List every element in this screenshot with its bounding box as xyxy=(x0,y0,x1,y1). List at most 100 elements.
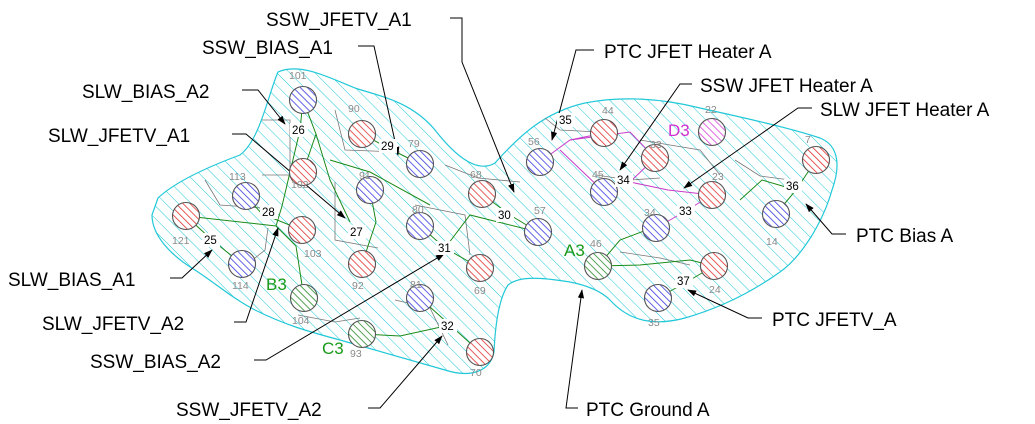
group-number-26: 26 xyxy=(292,125,305,137)
group-label-bg xyxy=(379,139,397,153)
group-label-bg xyxy=(348,225,366,239)
group-number-37: 37 xyxy=(677,276,690,288)
pin-circle-blue xyxy=(405,211,435,241)
pin-circle-blue xyxy=(523,217,553,247)
pin-number: 14 xyxy=(766,236,778,248)
group-label-bg xyxy=(496,208,514,222)
pin-circle-red xyxy=(288,157,318,187)
pin-70: 70 xyxy=(465,337,495,379)
pin-circle-red xyxy=(465,337,495,367)
pin-number: 44 xyxy=(602,105,614,117)
pin-circle-red xyxy=(347,119,377,149)
group-number-29: 29 xyxy=(381,141,394,153)
pin-number: 33 xyxy=(650,139,662,151)
pin-circle-blue xyxy=(231,181,261,211)
pin-number: 34 xyxy=(644,207,656,219)
group-number-33: 33 xyxy=(679,206,692,218)
group-number-32: 32 xyxy=(441,321,454,333)
pin-104: 104 xyxy=(289,283,319,327)
pin-circle-blue xyxy=(525,147,555,177)
pin-number: 23 xyxy=(712,171,724,183)
group-label-bg xyxy=(436,241,454,255)
pin-23: 23 xyxy=(697,171,727,210)
group-number-34: 34 xyxy=(617,175,630,187)
group-number-31: 31 xyxy=(438,243,451,255)
callout-ptc-jfetv-a: PTC JFETV_A xyxy=(772,310,897,331)
pin-number: 92 xyxy=(352,280,364,292)
group-number-35: 35 xyxy=(559,115,572,127)
pin-circle-red xyxy=(171,201,201,231)
pin-101: 101 xyxy=(288,70,318,115)
leader-lines xyxy=(170,17,846,409)
pin-circle-red xyxy=(699,251,729,281)
callout-ssw-jfetv-a2: SSW_JFETV_A2 xyxy=(176,400,322,421)
pin-14: 14 xyxy=(761,199,791,248)
pin-circle-red xyxy=(467,179,497,209)
pin-44: 44 xyxy=(589,105,619,148)
pin-circle-red xyxy=(801,145,831,175)
group-number-28: 28 xyxy=(262,207,275,219)
pin-121: 121 xyxy=(171,201,201,247)
pin-number: 101 xyxy=(289,70,307,82)
group-label-bg xyxy=(677,204,695,218)
pin-number: 113 xyxy=(229,171,246,183)
group-number-36: 36 xyxy=(786,181,799,193)
pin-number: 57 xyxy=(534,205,546,217)
connector-b3: B3 xyxy=(266,275,287,294)
pin-number: 81 xyxy=(410,279,422,291)
pin-number: 114 xyxy=(232,280,249,292)
pin-number: 46 xyxy=(590,238,602,250)
group-number-27: 27 xyxy=(350,227,363,239)
pin-90: 90 xyxy=(347,103,377,149)
group-label-bg xyxy=(202,233,220,247)
pin-102: 102 xyxy=(288,157,318,191)
pin-number: 90 xyxy=(348,103,360,115)
pin-circle-blue xyxy=(355,175,385,205)
pin-35: 35 xyxy=(643,283,673,329)
pin-69: 69 xyxy=(465,253,495,297)
callout-ssw-bias-a1: SSW_BIAS_A1 xyxy=(202,38,333,59)
pin-circle-red xyxy=(697,180,727,210)
pin-33: 33 xyxy=(640,139,670,173)
pin-circle-blue xyxy=(288,85,318,115)
pin-number: 45 xyxy=(592,169,604,181)
pin-circle-blue xyxy=(643,283,673,313)
pin-56: 56 xyxy=(525,136,555,177)
connector-d3: D3 xyxy=(668,121,690,140)
pin-number: 103 xyxy=(304,248,322,260)
pin-number: 93 xyxy=(350,348,362,360)
pin-number: 68 xyxy=(470,169,482,181)
pin-91: 91 xyxy=(355,170,385,205)
group-label-bg xyxy=(675,274,693,288)
pin-circle-blue xyxy=(227,249,257,279)
group-number-25: 25 xyxy=(204,235,217,247)
pin-79: 79 xyxy=(405,138,435,179)
pin-113: 113 xyxy=(229,171,261,211)
group-label-bg xyxy=(260,205,278,219)
pin-103: 103 xyxy=(287,215,322,260)
pin-circle-blue xyxy=(641,213,671,243)
pin-number: 80 xyxy=(412,204,424,216)
pin-circle-red xyxy=(589,118,619,148)
callout-labels: SSW_JFETV_A1 SSW_BIAS_A1 SLW_BIAS_A2 SLW… xyxy=(8,10,990,421)
callout-slw-bias-a1: SLW_BIAS_A1 xyxy=(8,270,135,291)
pin-number: 121 xyxy=(172,235,190,247)
pin-number: 79 xyxy=(408,138,420,150)
group-label-bg xyxy=(615,173,633,187)
callout-ptc-ground-a: PTC Ground A xyxy=(586,400,710,421)
connector-labels: B3 C3 A3 D3 xyxy=(266,121,690,358)
pin-circle-green xyxy=(347,319,377,349)
pin-92: 92 xyxy=(347,249,377,292)
callout-ptc-jfet-heater-a: PTC JFET Heater A xyxy=(604,42,772,63)
pin-81: 81 xyxy=(405,279,435,313)
callout-ptc-bias-a: PTC Bias A xyxy=(856,226,953,247)
pin-circle-blue xyxy=(405,149,435,179)
pin-number: 104 xyxy=(292,315,310,327)
group-number-30: 30 xyxy=(498,210,511,222)
group-label-bg xyxy=(290,123,308,137)
pin-circle-red xyxy=(287,215,317,245)
pin-circle-red xyxy=(640,143,670,173)
connector-c3: C3 xyxy=(322,339,344,358)
pin-number: 102 xyxy=(291,179,309,191)
